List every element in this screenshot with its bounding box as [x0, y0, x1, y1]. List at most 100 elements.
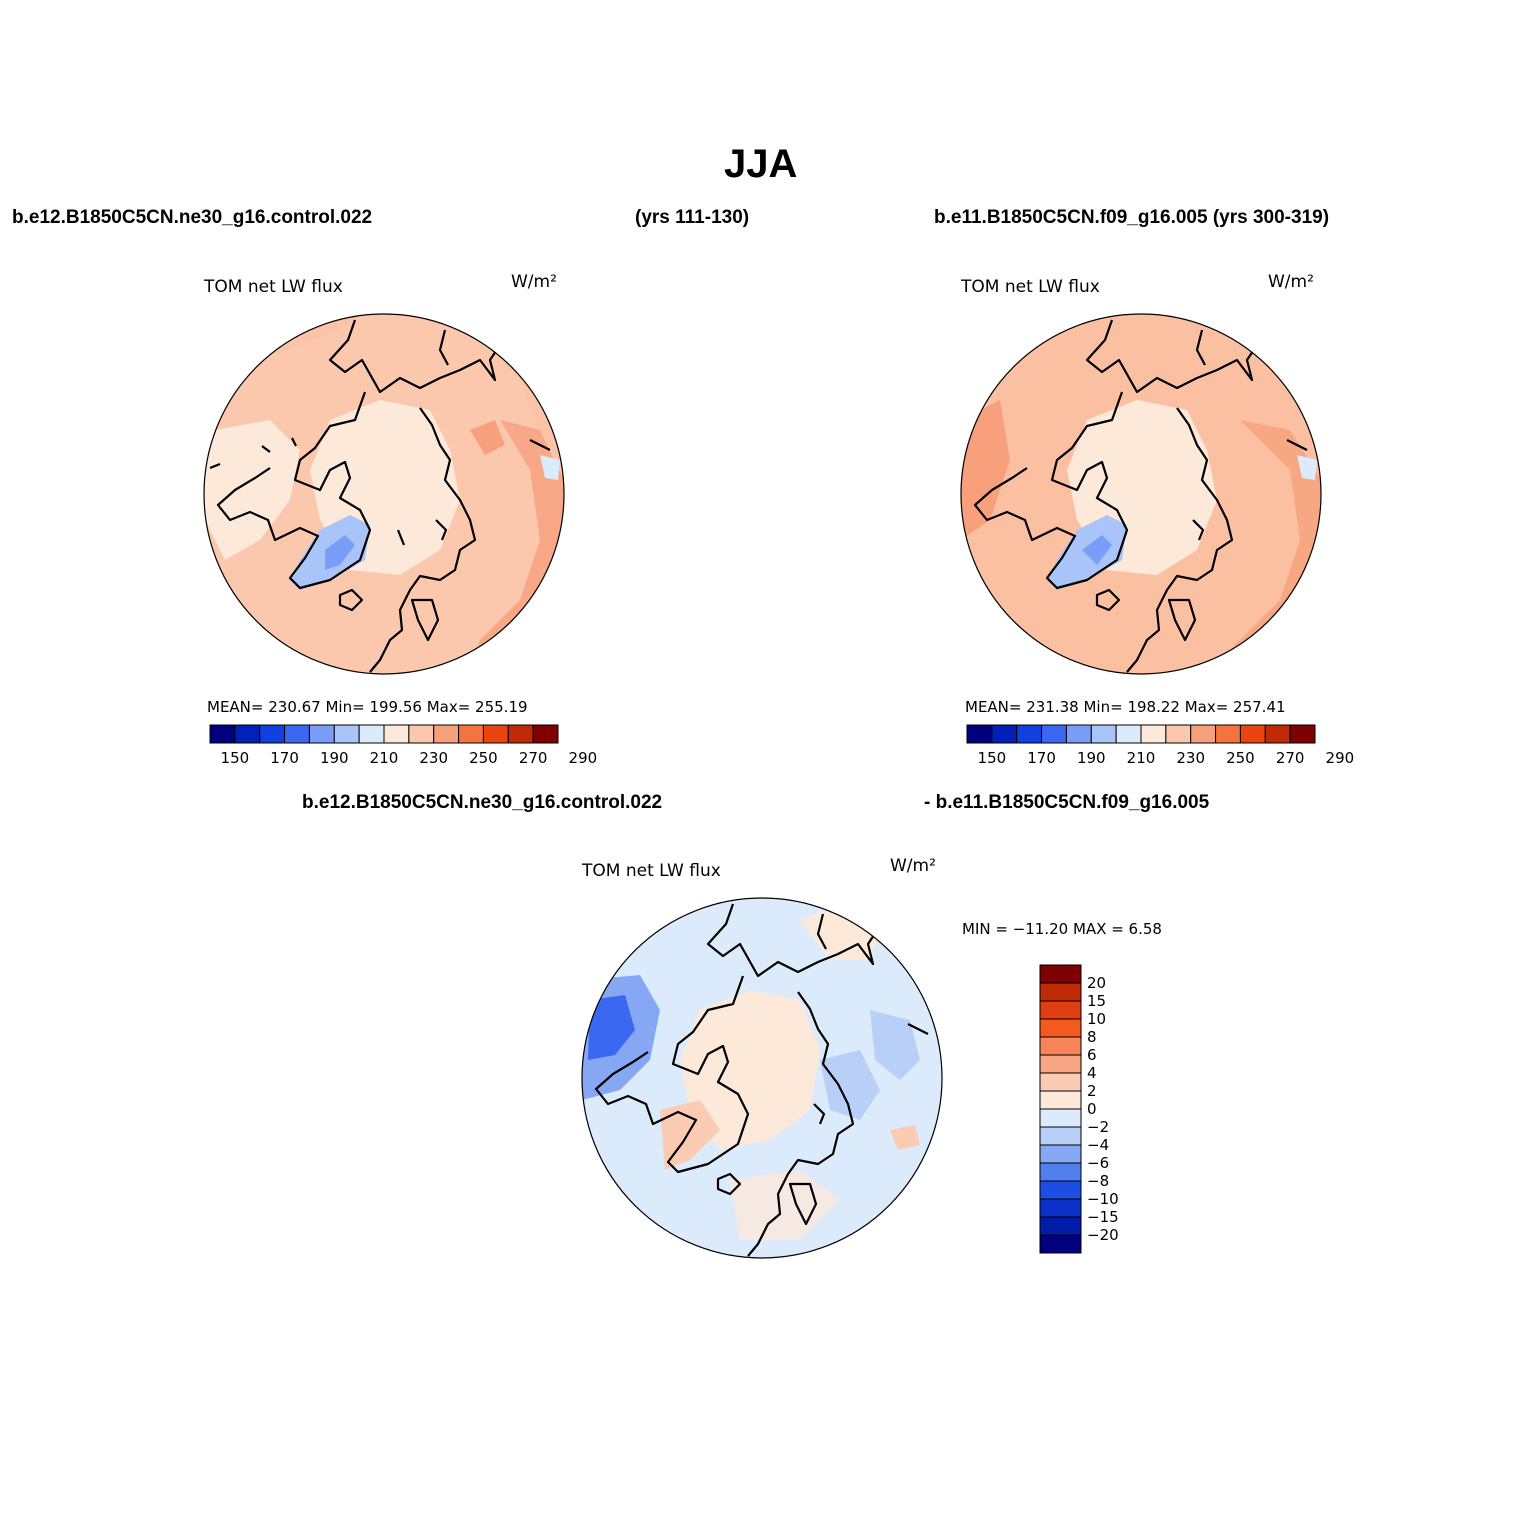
- panel1-colorbar-box: [482, 724, 509, 744]
- panel2-colorbar-label: 270: [1276, 749, 1305, 767]
- top-left-years-label: (yrs 111-130): [635, 207, 750, 228]
- panel2-colorbar-box: [1264, 724, 1291, 744]
- panel3-colorbar-box: [1039, 982, 1082, 1002]
- panel2-units: W/m²: [1268, 272, 1314, 292]
- panel2-colorbar-box: [1239, 724, 1266, 744]
- panel3-colorbar-label: −6: [1087, 1154, 1109, 1172]
- panel2-colorbar-box: [1115, 724, 1142, 744]
- panel2-colorbar-box: [1140, 724, 1167, 744]
- panel3-stats: MIN = −11.20 MAX = 6.58: [962, 920, 1162, 938]
- panel3-colorbar-label: −4: [1087, 1136, 1109, 1154]
- panel1-map-border: [203, 313, 565, 675]
- bottom-case-a-label: b.e12.B1850C5CN.ne30_g16.control.022: [302, 792, 663, 813]
- panel3-colorbar-box: [1039, 1090, 1082, 1110]
- panel1-units: W/m²: [511, 272, 557, 292]
- panel2-colorbar-box: [1041, 724, 1067, 744]
- panel3-colorbar-label: 6: [1087, 1046, 1097, 1064]
- panel1-colorbar-box: [458, 724, 484, 744]
- panel3-colorbar-label: 8: [1087, 1028, 1097, 1046]
- panel1-colorbar-label: 190: [320, 749, 349, 767]
- panel3-map-border: [581, 897, 943, 1259]
- panel3-colorbar-label: −10: [1087, 1190, 1119, 1208]
- panel3-colorbar-box: [1039, 1036, 1082, 1056]
- panel3-colorbar-label: 4: [1087, 1064, 1097, 1082]
- panel2-colorbar-label: 150: [978, 749, 1007, 767]
- panel1-colorbar-label: 170: [270, 749, 299, 767]
- panel1-colorbar-label: 290: [569, 749, 598, 767]
- panel3-colorbar-box: [1039, 964, 1082, 984]
- panel3-colorbar-label: 15: [1087, 992, 1106, 1010]
- panel3-colorbar-box: [1039, 1072, 1082, 1092]
- panel1-colorbar-box: [284, 724, 310, 744]
- panel3-colorbar-label: −15: [1087, 1208, 1119, 1226]
- panel1-colorbar-box: [383, 724, 410, 744]
- panel2-colorbar-box: [1016, 724, 1043, 744]
- panel3-colorbar-box: [1039, 1054, 1082, 1074]
- panel3-colorbar-label: −2: [1087, 1118, 1109, 1136]
- panel1-colorbar-box: [234, 724, 261, 744]
- panel2-colorbar-box: [1165, 724, 1192, 744]
- panel3-colorbar-box: [1039, 1162, 1082, 1182]
- panel2-colorbar-box: [1215, 724, 1241, 744]
- panel3-colorbar-box: [1039, 1198, 1082, 1218]
- panel3-variable: TOM net LW flux: [582, 861, 721, 881]
- panel2-coastlines: [973, 319, 1308, 673]
- panel1-coastlines: [209, 319, 551, 673]
- panel2-colorbar-box: [1090, 724, 1117, 744]
- panel3-units: W/m²: [890, 856, 936, 876]
- panel3-colorbar-box: [1039, 1216, 1082, 1236]
- panel2-map-border: [960, 313, 1322, 675]
- panel3-colorbar-label: −20: [1087, 1226, 1119, 1244]
- panel2-colorbar-label: 210: [1127, 749, 1156, 767]
- panel3-colorbar-box: [1039, 1234, 1082, 1254]
- panel1-colorbar-box: [259, 724, 286, 744]
- panel2-colorbar-label: 290: [1326, 749, 1355, 767]
- panel1-colorbar-box: [308, 724, 335, 744]
- top-right-case-label: b.e11.B1850C5CN.f09_g16.005 (yrs 300-319…: [934, 207, 1330, 228]
- panel1-colorbar-box: [507, 724, 534, 744]
- panel1-stats: MEAN= 230.67 Min= 199.56 Max= 255.19: [207, 698, 528, 716]
- panel1-variable: TOM net LW flux: [204, 277, 343, 297]
- panel1-colorbar-label: 270: [519, 749, 548, 767]
- panel2-colorbar: 150 170 190 210 230 250 270 290: [966, 724, 1355, 767]
- panel2-colorbar-label: 230: [1176, 749, 1205, 767]
- bottom-case-b-label: - b.e11.B1850C5CN.f09_g16.005: [924, 792, 1210, 813]
- panel3-colorbar-box: [1039, 1180, 1082, 1200]
- panel2-field: [961, 314, 1321, 674]
- panel1-colorbar-box: [333, 724, 360, 744]
- panel1-colorbar-label: 150: [221, 749, 250, 767]
- top-left-case-label: b.e12.B1850C5CN.ne30_g16.control.022: [12, 207, 373, 228]
- panel3-colorbar-label: 10: [1087, 1010, 1106, 1028]
- panel3-colorbar-box: [1039, 1000, 1082, 1020]
- panel1-colorbar-box: [209, 724, 236, 744]
- panel3-colorbar-box: [1039, 1108, 1082, 1128]
- panel3-colorbar-label: 2: [1087, 1082, 1097, 1100]
- panel2-colorbar-box: [1190, 724, 1217, 744]
- panel2-colorbar-box: [1289, 724, 1316, 744]
- panel2-colorbar-label: 170: [1027, 749, 1056, 767]
- panel2-stats: MEAN= 231.38 Min= 198.22 Max= 257.41: [965, 698, 1286, 716]
- panel1-colorbar-label: 250: [469, 749, 498, 767]
- panel1-colorbar: 150 170 190 210 230 250 270 290: [209, 724, 598, 767]
- panel2-variable: TOM net LW flux: [961, 277, 1100, 297]
- panel1-colorbar-box: [433, 724, 460, 744]
- panel3-colorbar-label: −8: [1087, 1172, 1109, 1190]
- panel2-colorbar-label: 250: [1226, 749, 1255, 767]
- panel3-field: [582, 898, 942, 1258]
- panel1-colorbar-box: [408, 724, 435, 744]
- panel3-coastlines: [594, 903, 929, 1257]
- figure-title: JJA: [724, 142, 798, 186]
- panel3-colorbar-box: [1039, 1144, 1082, 1164]
- panel3-colorbar-box: [1039, 1018, 1082, 1038]
- panel1-colorbar-box: [358, 724, 385, 744]
- panel2-colorbar-label: 190: [1077, 749, 1106, 767]
- panel1-colorbar-label: 230: [419, 749, 448, 767]
- panel2-colorbar-box: [966, 724, 993, 744]
- panel3-colorbar-box: [1039, 1126, 1082, 1146]
- panel1-colorbar-box: [532, 724, 559, 744]
- panel1-colorbar-label: 210: [370, 749, 399, 767]
- panel3-colorbar-label: 0: [1087, 1100, 1097, 1118]
- panel3-colorbar-label: 20: [1087, 974, 1106, 992]
